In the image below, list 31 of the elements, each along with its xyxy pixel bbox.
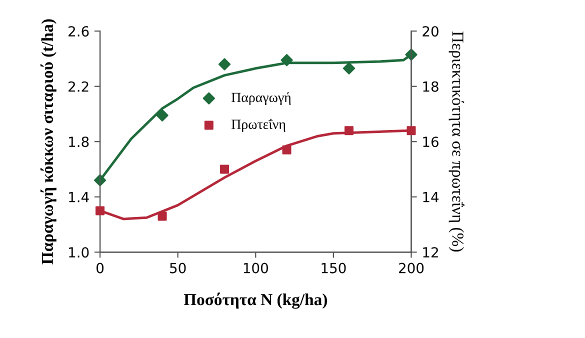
y2-tick-label: 20 bbox=[422, 26, 438, 37]
point bbox=[94, 174, 106, 186]
point bbox=[156, 109, 168, 122]
legend-label: Παραγωγή bbox=[232, 92, 291, 105]
legend-label: Πρωτεΐνη bbox=[232, 118, 286, 132]
x-axis-title: Ποσότητα N (kg/ha) bbox=[184, 292, 327, 309]
x-tick-label: 50 bbox=[170, 262, 186, 274]
y-tick-label: 1.4 bbox=[69, 192, 89, 202]
y2-tick-label: 16 bbox=[423, 136, 438, 148]
y-tick-label: 1.0 bbox=[69, 247, 89, 258]
y2-tick-label: 14 bbox=[423, 192, 439, 202]
x-tick-label: 200 bbox=[399, 262, 424, 274]
point bbox=[96, 206, 105, 216]
x-tick-label: 150 bbox=[322, 262, 346, 274]
point bbox=[406, 126, 416, 136]
y-tick-label: 2.2 bbox=[68, 81, 88, 92]
y2-tick-label: 18 bbox=[423, 81, 438, 92]
y2-tick-label: 12 bbox=[423, 247, 438, 258]
point bbox=[344, 126, 354, 136]
point bbox=[158, 212, 167, 221]
x-tick-label: 100 bbox=[244, 262, 268, 274]
y-tick-label: 1.8 bbox=[69, 136, 89, 148]
point bbox=[220, 164, 230, 174]
point bbox=[342, 62, 356, 74]
point bbox=[218, 58, 231, 70]
point bbox=[282, 145, 292, 154]
point bbox=[280, 54, 293, 66]
y-tick-label: 2.6 bbox=[68, 26, 89, 37]
x-tick-label: 0 bbox=[96, 262, 104, 274]
y2-axis-title: Περιεκτικότητα σε πρωτεΐνη (%) bbox=[448, 31, 464, 252]
y-axis-title: Παραγωγή κόκκων σιταριού (t/ha) bbox=[40, 19, 56, 264]
